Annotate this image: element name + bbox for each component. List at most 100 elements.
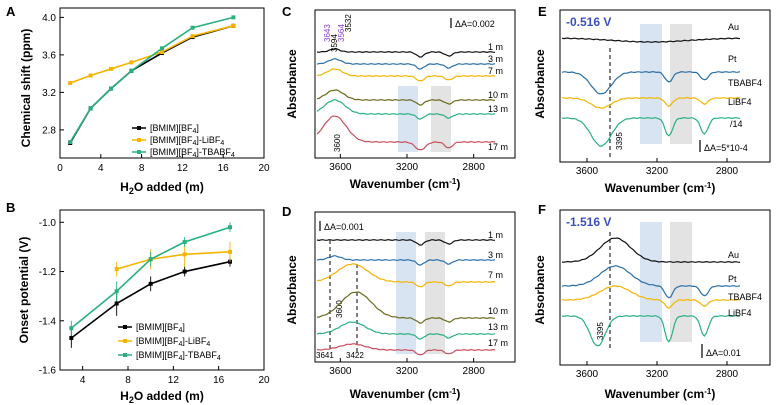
x-axis-label-f: Wavenumber (cm-1) bbox=[605, 387, 716, 401]
a-point-1-2 bbox=[109, 66, 113, 71]
e-trace-0 bbox=[561, 37, 740, 43]
traces-d: 1 m 3 m 7 m 10 m 13 m 17 m bbox=[316, 230, 508, 356]
highlight-band-c1 bbox=[398, 86, 418, 152]
scale-bar-label-d: ΔA=0.001 bbox=[324, 222, 364, 232]
b-point-1-2 bbox=[182, 252, 187, 257]
c-trace-1 bbox=[316, 57, 496, 70]
axes-frame-b bbox=[59, 209, 265, 371]
d-trace-0 bbox=[316, 238, 496, 246]
axes-frame-e bbox=[559, 9, 771, 163]
y-axis-label-b: Onset potential (V) bbox=[17, 237, 31, 344]
axes-frame-f bbox=[559, 209, 771, 366]
c-trace-4 bbox=[316, 98, 496, 120]
a-point-1-1 bbox=[88, 73, 93, 78]
a-series-line-1 bbox=[69, 25, 234, 84]
a-point-2-5 bbox=[190, 25, 195, 30]
b-point-2-0 bbox=[69, 326, 74, 331]
peak-labels-c: 3643 3594 3564 3532 3600 bbox=[323, 14, 353, 152]
a-xtick-label-1: 4 bbox=[98, 163, 104, 174]
b-xtick-label-4: 20 bbox=[258, 375, 270, 386]
axes-frame-d bbox=[314, 211, 516, 363]
e-trace-label-2: TBABF4 bbox=[728, 78, 762, 88]
x-axis-label-d: Wavenumber (cm-1) bbox=[350, 387, 461, 401]
b-ytick-label-1: -1.4 bbox=[39, 316, 57, 327]
d-trace-1 bbox=[316, 254, 496, 266]
panel-label-d: D bbox=[282, 204, 291, 219]
scale-bar-label-c: ΔA=0.002 bbox=[455, 19, 495, 29]
legend-marker-bmim bbox=[137, 126, 141, 130]
traces-c: 1 m 3 m 7 m 10 m 13 m 17 m bbox=[316, 42, 508, 152]
scale-bar-f: ΔA=0.01 bbox=[701, 344, 741, 358]
divide-note-e: /14 bbox=[730, 119, 743, 129]
panel-label-f: F bbox=[538, 202, 546, 217]
e-trace-label-1: Pt bbox=[728, 54, 737, 64]
a-point-2-2 bbox=[109, 86, 113, 91]
d-trace-label-1: 3 m bbox=[488, 250, 503, 260]
e-trace-1 bbox=[561, 70, 741, 95]
peak-label-3600: 3600 bbox=[333, 134, 342, 152]
legend-marker-tbabf4 bbox=[137, 150, 141, 154]
y-axis-label-e: Absorbance bbox=[533, 49, 547, 119]
a-point-1-3 bbox=[129, 60, 134, 65]
potential-label-f: -1.516 V bbox=[566, 215, 611, 229]
scale-bar-c: ΔA=0.002 bbox=[450, 18, 495, 29]
f-trace-label-3: LiBF4 bbox=[728, 308, 752, 318]
highlight-band-e1 bbox=[640, 24, 662, 144]
panel-label-c: C bbox=[282, 4, 292, 19]
plot-area-a bbox=[68, 15, 236, 145]
e-trace-label-0: Au bbox=[728, 22, 739, 32]
panel-label-e: E bbox=[538, 4, 547, 19]
a-point-1-0 bbox=[68, 81, 73, 85]
c-trace-0 bbox=[316, 48, 496, 58]
b-point-1-0 bbox=[114, 267, 119, 272]
x-axis-label-a: H2O added (m) bbox=[120, 180, 204, 196]
highlight-band-d1 bbox=[396, 232, 416, 354]
f-trace-label-1: Pt bbox=[728, 274, 737, 284]
a-point-1-5 bbox=[190, 34, 195, 39]
legend-label-bmim: [BMIM][BF4] bbox=[150, 123, 199, 135]
e-xtick-label-2: 2800 bbox=[716, 166, 739, 177]
peak-label-3532: 3532 bbox=[344, 14, 353, 32]
legend-marker-libf4-b bbox=[123, 339, 127, 343]
f-trace-2 bbox=[561, 285, 741, 310]
traces-f: Au Pt TBABF4 LiBF4 bbox=[561, 237, 762, 347]
f-xtick-label-0: 3600 bbox=[576, 369, 599, 380]
b-xtick-label-2: 12 bbox=[168, 375, 180, 386]
highlight-band-f2 bbox=[670, 222, 692, 342]
b-ytick-label-2: -1.2 bbox=[39, 267, 57, 278]
d-trace-2 bbox=[316, 263, 496, 288]
c-trace-label-5: 17 m bbox=[488, 142, 508, 152]
legend-b: [BMIM][BF4] [BMIM][BF4]-LiBF4 [BMIM][BF4… bbox=[118, 322, 221, 362]
b-point-2-1 bbox=[114, 289, 119, 294]
a-point-2-4 bbox=[160, 46, 164, 51]
c-trace-3 bbox=[316, 89, 496, 106]
traces-e: Au Pt TBABF4 LiBF4 bbox=[561, 22, 762, 147]
a-ytick-label-0: 2.8 bbox=[42, 125, 56, 136]
x-axis-label-c: Wavenumber (cm-1) bbox=[350, 177, 461, 191]
d-trace-label-2: 7 m bbox=[488, 270, 503, 280]
a-xtick-label-5: 20 bbox=[258, 163, 270, 174]
y-axis-label-d: Absorbance bbox=[285, 255, 299, 325]
a-point-2-1 bbox=[88, 106, 93, 111]
e-trace-3 bbox=[561, 116, 741, 147]
panel-d: D Absorbance Wavenumber (cm-1) 3600 3200 2… bbox=[282, 204, 516, 401]
e-trace-label-3: LiBF4 bbox=[728, 97, 752, 107]
x-ticks-f: 3600 3200 2800 bbox=[576, 361, 739, 380]
e-trace-2 bbox=[561, 96, 741, 109]
peak-label-3594: 3594 bbox=[330, 34, 339, 52]
panel-e: E -0.516 V Absorbance Wavenumber (cm-1) … bbox=[533, 4, 771, 195]
c-trace-label-1: 3 m bbox=[488, 54, 503, 64]
panel-c: C Absorbance Wavenumber (cm-1) 3600 3200 2… bbox=[282, 4, 516, 191]
x-ticks-e: 3600 3200 2800 bbox=[576, 158, 739, 177]
b-xtick-label-1: 8 bbox=[125, 375, 131, 386]
d-trace-label-4: 13 m bbox=[488, 322, 508, 332]
f-trace-label-2: TBABF4 bbox=[728, 292, 762, 302]
b-point-2-2 bbox=[148, 257, 153, 262]
b-ytick-label-0: -1.6 bbox=[39, 366, 57, 377]
peak-label-3564: 3564 bbox=[337, 24, 346, 42]
a-ytick-label-2: 3.6 bbox=[42, 50, 56, 61]
c-trace-label-4: 13 m bbox=[488, 104, 508, 114]
d-trace-label-0: 1 m bbox=[488, 230, 503, 240]
b-ytick-label-3: -1.0 bbox=[39, 218, 57, 229]
